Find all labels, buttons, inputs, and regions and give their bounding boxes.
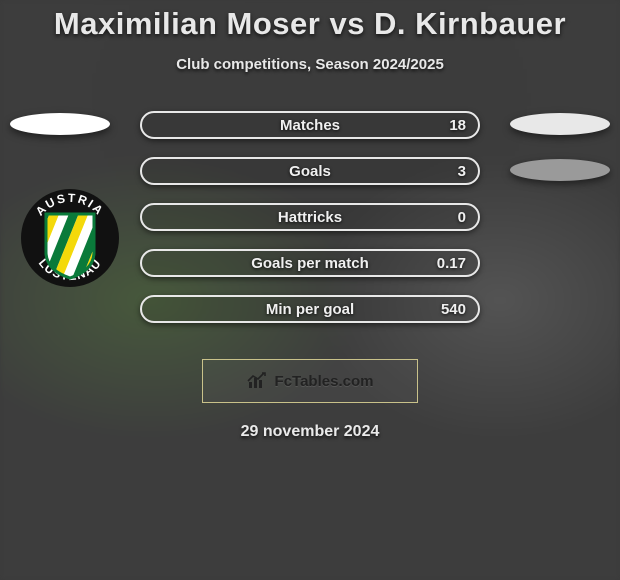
left-player-marker <box>10 113 110 135</box>
stat-label: Hattricks <box>278 209 342 226</box>
right-player-marker <box>510 113 610 135</box>
stat-bar: Goals per match 0.17 <box>140 249 480 277</box>
page-subtitle: Club competitions, Season 2024/2025 <box>0 56 620 73</box>
stat-value-right: 3 <box>458 163 466 180</box>
stat-value-right: 18 <box>449 117 466 134</box>
stat-bar: Matches 18 <box>140 111 480 139</box>
date-text: 29 november 2024 <box>0 423 620 441</box>
club-badge-svg: AUSTRIA LUSTENAU <box>20 178 120 298</box>
right-player-marker <box>510 159 610 181</box>
stat-bar: Goals 3 <box>140 157 480 185</box>
chart-icon <box>247 372 269 390</box>
footer-brand-text: FcTables.com <box>275 373 374 390</box>
stat-label: Goals <box>289 163 331 180</box>
stat-row: Matches 18 <box>0 111 620 157</box>
club-badge: AUSTRIA LUSTENAU <box>20 178 120 298</box>
stat-value-right: 0.17 <box>437 255 466 272</box>
stat-bar: Hattricks 0 <box>140 203 480 231</box>
footer-brand-box[interactable]: FcTables.com <box>202 359 418 403</box>
stat-value-right: 540 <box>441 301 466 318</box>
stat-label: Min per goal <box>266 301 354 318</box>
stat-bar: Min per goal 540 <box>140 295 480 323</box>
page-title: Maximilian Moser vs D. Kirnbauer <box>0 6 620 42</box>
infographic: Maximilian Moser vs D. Kirnbauer Club co… <box>0 0 620 441</box>
stat-label: Goals per match <box>251 255 369 272</box>
stat-row: Min per goal 540 <box>0 295 620 341</box>
stat-value-right: 0 <box>458 209 466 226</box>
stat-label: Matches <box>280 117 340 134</box>
